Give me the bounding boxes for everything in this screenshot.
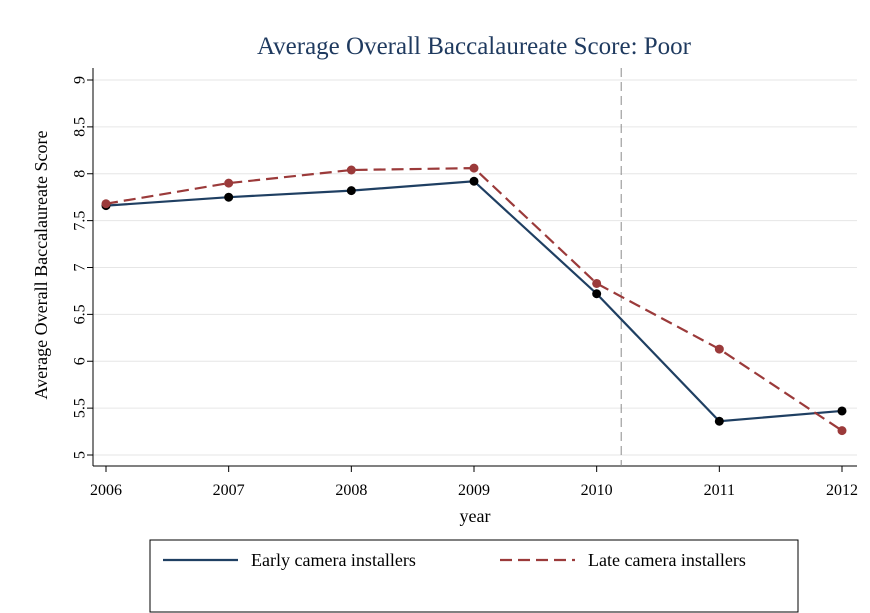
series-2-point [469, 163, 479, 173]
y-tick-label: 6.5 [72, 304, 89, 324]
series-1-point [837, 406, 847, 416]
chart-title: Average Overall Baccalaureate Score: Poo… [257, 33, 692, 60]
series-2-point [592, 278, 602, 288]
series-2-point [837, 426, 847, 436]
y-tick-label: 9 [72, 76, 89, 84]
series-line-2 [105, 167, 843, 432]
series-markers [101, 163, 847, 436]
legend-label-2: Late camera installers [588, 550, 746, 570]
y-tick-label: 8.5 [72, 117, 89, 137]
y-tick-label: 5 [72, 451, 89, 459]
x-tick-label: 2010 [581, 482, 613, 499]
legend-label-1: Early camera installers [251, 550, 416, 570]
x-axis-ticks: 2006 2007 2008 2009 2010 2011 2012 [90, 466, 858, 499]
x-tick-label: 2006 [90, 482, 122, 499]
series-1-point [346, 186, 356, 196]
x-tick-label: 2009 [458, 482, 490, 499]
y-axis-ticks: 5 5.5 6 6.5 7 7.5 8 8.5 9 [72, 76, 93, 459]
x-tick-label: 2008 [335, 482, 367, 499]
x-tick-label: 2007 [213, 482, 245, 499]
series-lines [105, 167, 843, 432]
y-tick-label: 7 [72, 264, 89, 272]
y-axis-label: Average Overall Baccalaureate Score [31, 130, 51, 399]
legend: Early camera installers Late camera insta… [149, 539, 799, 613]
y-tick-label: 7.5 [72, 211, 89, 231]
legend-box [149, 539, 799, 613]
series-1-point [714, 416, 724, 426]
series-1-point [224, 192, 234, 202]
series-1-point [592, 289, 602, 299]
x-tick-label: 2012 [826, 482, 858, 499]
series-1-point [469, 176, 479, 186]
series-2-point [714, 344, 724, 354]
series-2-point [224, 178, 234, 188]
series-line-1 [105, 180, 843, 423]
series-2-point [346, 165, 356, 175]
y-tick-label: 6 [72, 357, 89, 365]
y-tick-label: 8 [72, 170, 89, 178]
x-tick-label: 2011 [704, 482, 735, 499]
gridlines [93, 79, 857, 456]
x-axis-label: year [460, 506, 491, 526]
series-2-point [101, 199, 111, 209]
y-tick-label: 5.5 [72, 398, 89, 418]
